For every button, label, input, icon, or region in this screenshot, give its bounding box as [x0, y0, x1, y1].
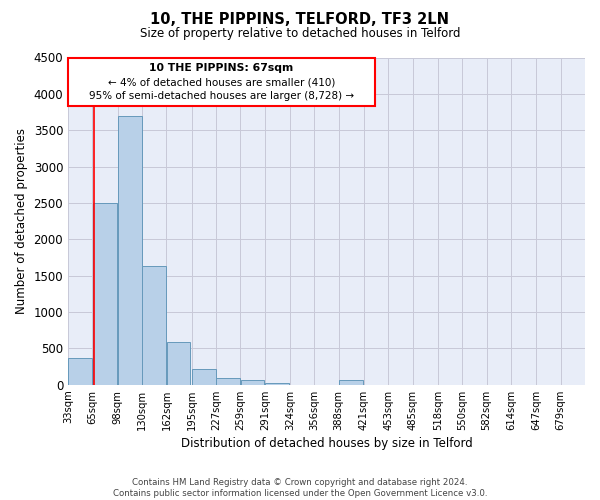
Bar: [118, 116, 142, 385]
Text: 10, THE PIPPINS, TELFORD, TF3 2LN: 10, THE PIPPINS, TELFORD, TF3 2LN: [151, 12, 449, 28]
X-axis label: Distribution of detached houses by size in Telford: Distribution of detached houses by size …: [181, 437, 472, 450]
Bar: [167, 342, 190, 385]
Text: Size of property relative to detached houses in Telford: Size of property relative to detached ho…: [140, 28, 460, 40]
Text: Contains HM Land Registry data © Crown copyright and database right 2024.
Contai: Contains HM Land Registry data © Crown c…: [113, 478, 487, 498]
Bar: [93, 203, 116, 385]
Text: 95% of semi-detached houses are larger (8,728) →: 95% of semi-detached houses are larger (…: [89, 91, 354, 101]
Bar: [68, 58, 374, 106]
Y-axis label: Number of detached properties: Number of detached properties: [15, 128, 28, 314]
Bar: [241, 380, 265, 385]
Text: ← 4% of detached houses are smaller (410): ← 4% of detached houses are smaller (410…: [107, 77, 335, 87]
Bar: [265, 382, 289, 385]
Bar: [142, 266, 166, 385]
Bar: [192, 369, 215, 385]
Bar: [216, 378, 240, 385]
Bar: [68, 358, 92, 385]
Bar: [339, 380, 363, 385]
Text: 10 THE PIPPINS: 67sqm: 10 THE PIPPINS: 67sqm: [149, 64, 293, 74]
